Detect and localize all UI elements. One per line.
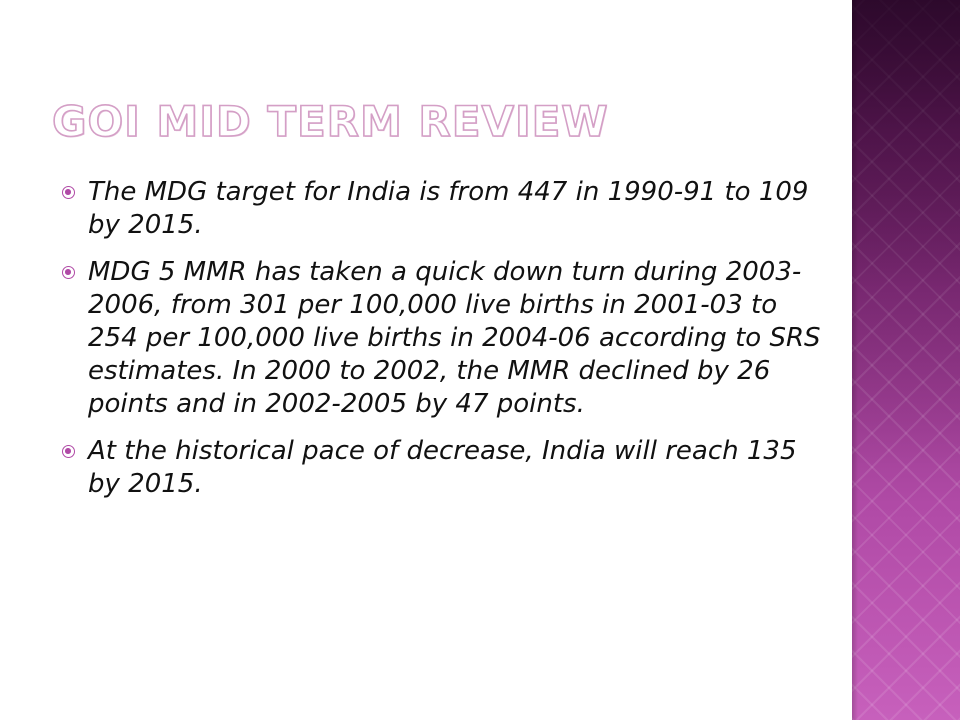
bullet-text: MDG 5 MMR has taken a quick down turn du… [88,257,821,419]
radio-bullet-icon [62,445,75,458]
bullet-list: The MDG target for India is from 447 in … [62,176,832,515]
radio-bullet-icon [62,186,75,199]
bullet-item: At the historical pace of decrease, Indi… [62,435,832,501]
bullet-item: The MDG target for India is from 447 in … [62,176,832,242]
bullet-item: MDG 5 MMR has taken a quick down turn du… [62,256,832,421]
radio-bullet-icon [62,266,75,279]
side-panel-shadow [852,0,858,720]
bullet-text: The MDG target for India is from 447 in … [88,177,809,240]
bullet-text: At the historical pace of decrease, Indi… [88,436,797,499]
slide-title: GOI MID TERM REVIEW [51,96,609,147]
decorative-side-panel [852,0,960,720]
